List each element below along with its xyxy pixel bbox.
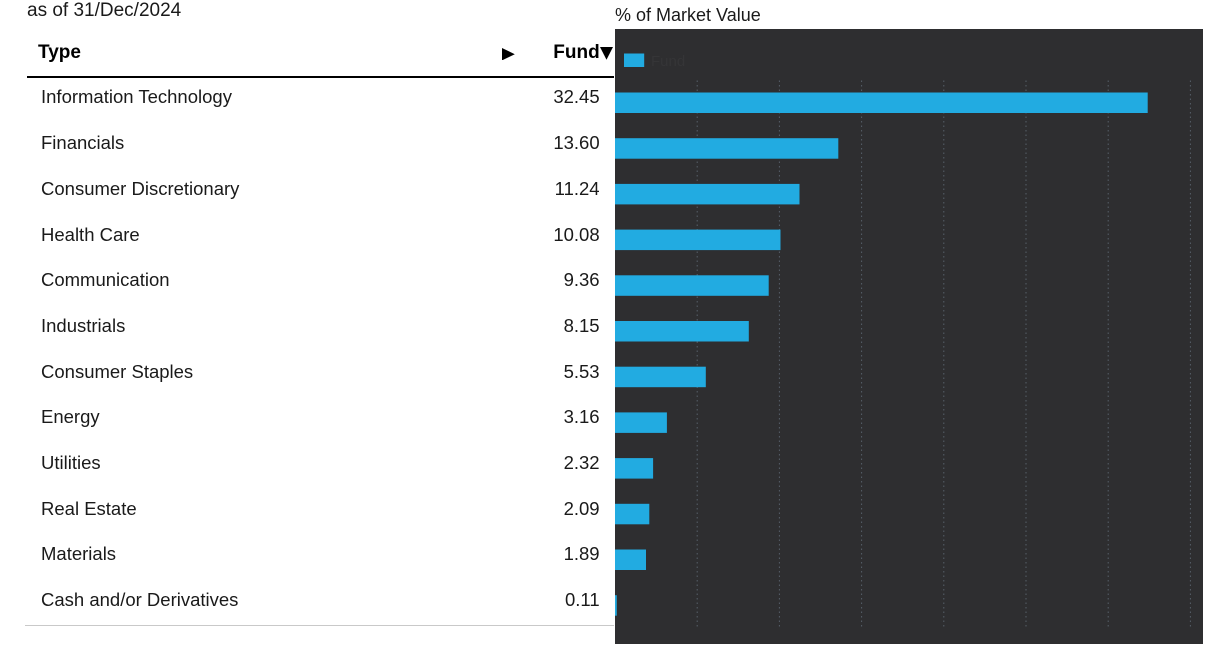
svg-text:Fund: Fund (651, 53, 685, 70)
